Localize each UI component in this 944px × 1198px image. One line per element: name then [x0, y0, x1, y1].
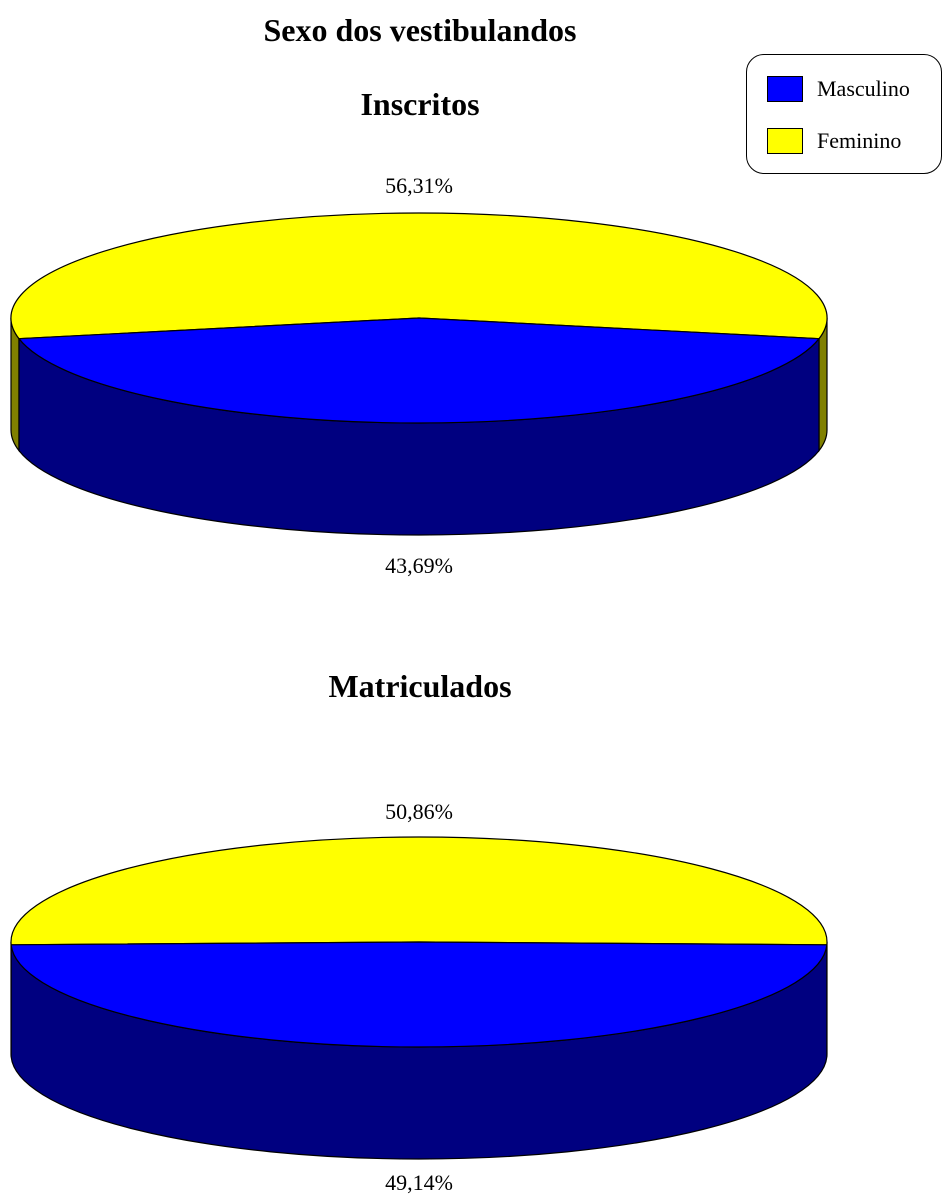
chart-title-matriculados: Matriculados [328, 668, 512, 704]
data-label-feminino: 50,86% [385, 799, 453, 824]
data-label-masculino: 43,69% [385, 553, 453, 578]
pie-slice-masculino [10, 941, 828, 1048]
legend-item-masculino: Masculino [767, 73, 910, 105]
legend-label: Masculino [817, 76, 910, 101]
pie-slice-feminino [10, 836, 828, 946]
chart-title-inscritos: Inscritos [360, 86, 480, 122]
page-title: Sexo dos vestibulandos [263, 12, 577, 48]
pie-slice-feminino [10, 212, 828, 340]
data-label-masculino: 49,14% [385, 1170, 453, 1195]
pie-slice-masculino [17, 317, 821, 424]
legend-item-feminino: Feminino [767, 125, 901, 157]
data-label-feminino: 56,31% [385, 173, 453, 198]
legend: Masculino Feminino [746, 54, 942, 174]
legend-swatch-masculino [767, 76, 803, 102]
legend-swatch-feminino [767, 128, 803, 154]
legend-label: Feminino [817, 128, 902, 153]
